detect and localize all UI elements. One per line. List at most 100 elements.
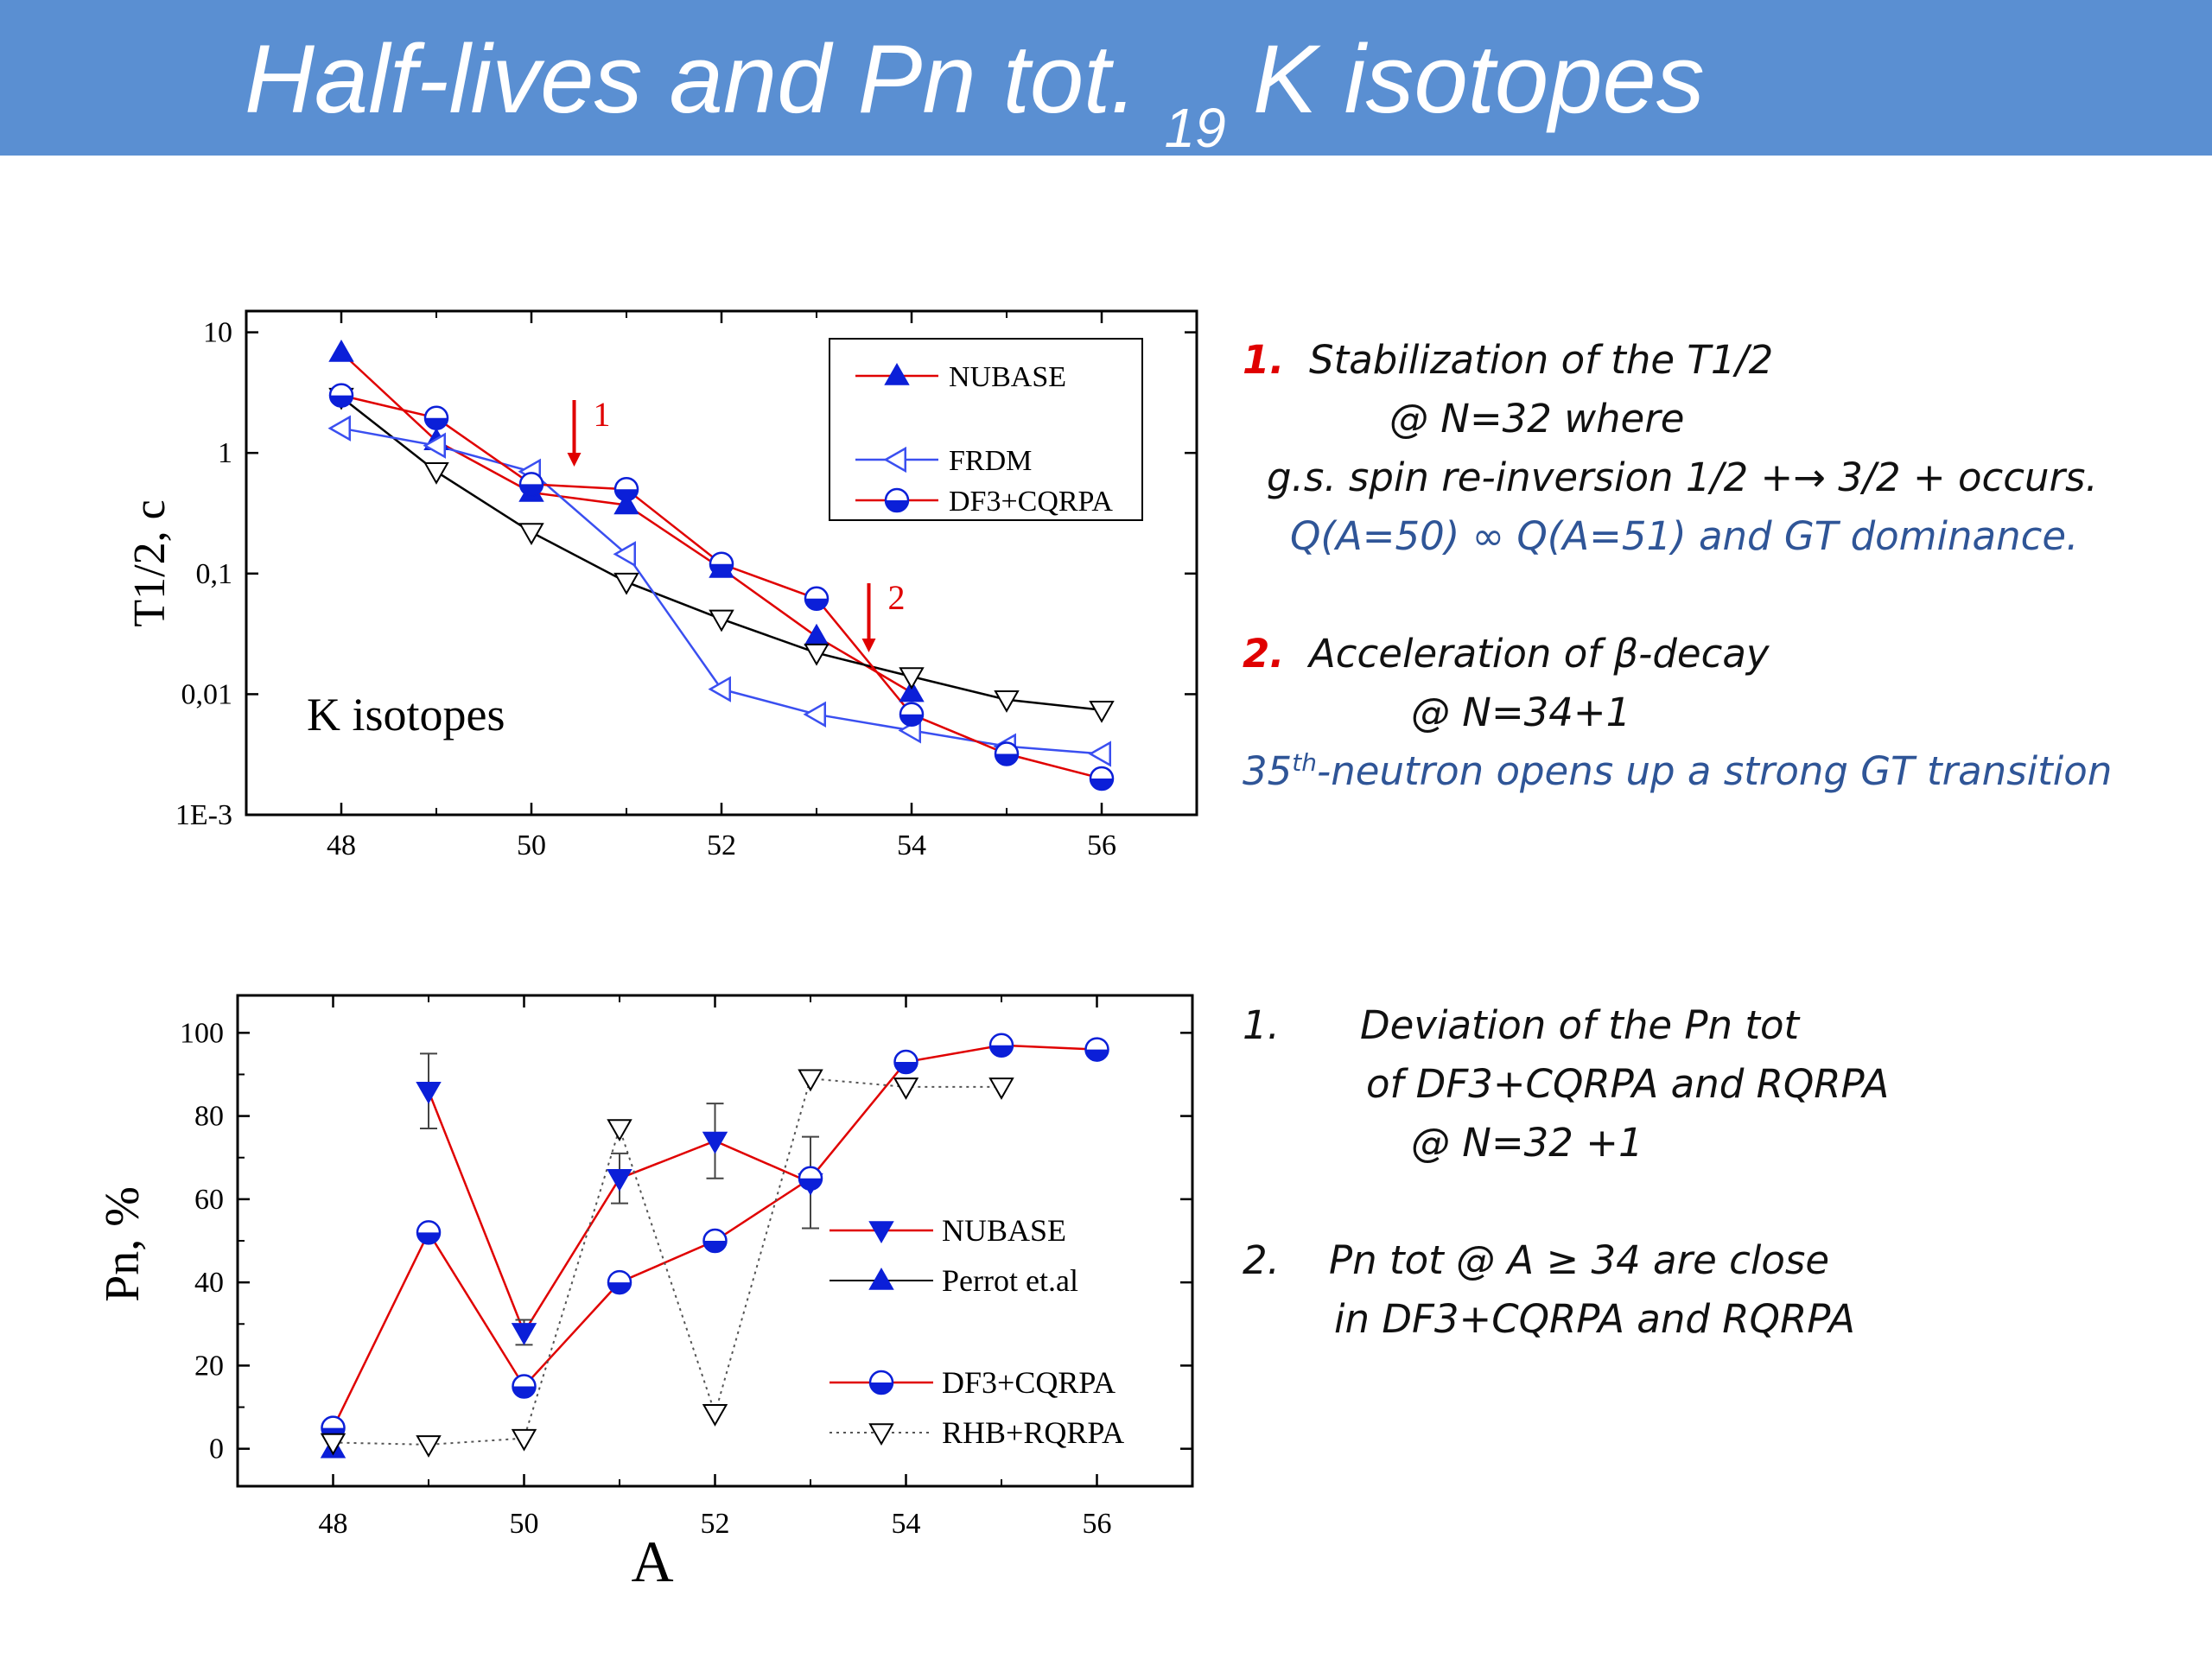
y-tick-label: 80 [194, 1101, 224, 1133]
note-line: Pn tot @ A ≥ 34 are close [1329, 1237, 1830, 1283]
y-tick-label: 0 [209, 1433, 224, 1465]
data-point [328, 339, 354, 362]
arrow-label: 1 [594, 395, 611, 434]
data-point [327, 415, 351, 442]
data-point [423, 432, 446, 459]
title-bar [0, 0, 2212, 156]
data-point [709, 609, 734, 632]
note-line: @ N=34+1 [1411, 690, 1631, 735]
legend-rhb: RHB+RQRPA [942, 1415, 1124, 1450]
x-tick-label: 52 [707, 830, 736, 861]
title-tail: K isotopes [1252, 25, 1705, 133]
data-point [798, 1069, 823, 1092]
note-number: 1. [1243, 337, 1285, 383]
y-tick-label: 20 [194, 1350, 224, 1382]
legend-marker [868, 1221, 894, 1244]
data-point [423, 405, 449, 430]
legend-marker [868, 1370, 894, 1395]
note-line: Deviation of the Pn tot [1360, 1002, 1800, 1048]
data-point [1089, 766, 1115, 791]
data-point [988, 1033, 1014, 1058]
data-point [803, 701, 826, 728]
x-tick-label: 52 [701, 1508, 730, 1540]
data-point [804, 586, 830, 612]
legend-frdm: FRDM [949, 445, 1032, 477]
y-tick-label: 60 [194, 1184, 224, 1216]
data-point [893, 1077, 919, 1100]
chart-annotation: K isotopes [307, 689, 505, 741]
data-point [702, 1131, 728, 1154]
data-point [512, 1374, 537, 1399]
legend: NUBASE FRDM DF3+CQRPA [829, 338, 1143, 521]
data-point [518, 523, 544, 546]
legend-df3: DF3+CQRPA [942, 1365, 1116, 1400]
note-line: in DF3+CQRPA and RQRPA [1334, 1296, 1855, 1342]
y-tick-label: 100 [180, 1017, 224, 1049]
data-point [994, 690, 1020, 713]
data-point [899, 702, 925, 728]
note-number: 1. [1243, 1002, 1280, 1048]
data-point [899, 679, 925, 702]
arrow-1: 1 [567, 395, 611, 467]
data-point [607, 1119, 632, 1142]
arrow-label: 2 [888, 578, 906, 617]
x-tick-label: 56 [1083, 1508, 1112, 1540]
data-point [511, 1323, 537, 1345]
data-point [613, 492, 639, 515]
notes-top: 1. Stabilization of the T1/2 @ N=32 wher… [1243, 337, 2193, 821]
x-tick-label: 54 [892, 1508, 921, 1540]
data-point [702, 1404, 728, 1427]
y-axis-label: Pn, % [96, 1186, 149, 1302]
data-point [607, 1169, 632, 1192]
notes-bottom: 1. Deviation of the Pn tot of DF3+CQRPA … [1243, 1002, 2193, 1365]
note-line: g.s. spin re-inversion 1/2 +→ 3/2 + occu… [1267, 454, 2098, 500]
legend-marker [868, 1423, 894, 1446]
legend: NUBASE Perrot et.al DF3+CQRPA RHB+RQRPA [830, 1213, 1124, 1450]
y-tick-label: 10 [203, 317, 232, 349]
data-point [416, 1435, 442, 1458]
data-point [328, 383, 354, 408]
data-point [804, 643, 830, 666]
x-tick-label: 56 [1087, 830, 1116, 861]
data-point [1088, 741, 1111, 767]
y-axis-label: T1/2, c [125, 499, 175, 626]
pn-chart: 48 50 52 54 56 0 20 40 60 80 100 Pn, % A NUBASE Pe… [96, 994, 1194, 1590]
legend-marker [868, 1267, 894, 1290]
data-point [518, 472, 544, 497]
data-point [988, 1077, 1014, 1100]
note-line: Q(A=50) ∞ Q(A=51) and GT dominance. [1290, 513, 2079, 559]
y-tick-label: 1 [218, 437, 232, 469]
data-point [423, 462, 449, 485]
legend-nubase: NUBASE [942, 1213, 1066, 1248]
x-tick-label: 50 [517, 830, 546, 861]
legend-df3: DF3+CQRPA [949, 486, 1113, 518]
title-main: Half-lives and Pn tot. [245, 25, 1138, 133]
note-text: 35 [1243, 748, 1293, 794]
y-tick-label: 0,01 [181, 678, 233, 710]
data-point [798, 1166, 823, 1192]
note-line: @ N=32 +1 [1411, 1120, 1643, 1166]
arrow-2: 2 [861, 578, 906, 652]
data-point [708, 676, 731, 702]
y-tick-label: 1E-3 [175, 799, 232, 831]
legend-marker [884, 487, 910, 513]
note-line: @ N=32 where [1389, 396, 1685, 442]
series-line [333, 1077, 1001, 1446]
data-point [899, 667, 925, 690]
x-tick-label: 50 [510, 1508, 539, 1540]
note-line: Stabilization of the T1/2 [1309, 337, 1774, 383]
data-point [893, 1049, 918, 1075]
note-line: of DF3+CQRPA and RQRPA [1366, 1061, 1890, 1107]
note-line: Acceleration of β-decay [1309, 631, 1770, 677]
data-point [1089, 700, 1115, 723]
data-point [613, 476, 639, 502]
legend-marker [883, 446, 906, 474]
data-point [613, 572, 639, 595]
data-point [1084, 1037, 1109, 1062]
legend-nubase: NUBASE [949, 361, 1066, 393]
note-number: 2. [1243, 1237, 1280, 1283]
x-tick-label: 48 [319, 1508, 348, 1540]
legend-marker [884, 362, 910, 385]
data-point [702, 1228, 728, 1254]
y-tick-label: 40 [194, 1267, 224, 1299]
